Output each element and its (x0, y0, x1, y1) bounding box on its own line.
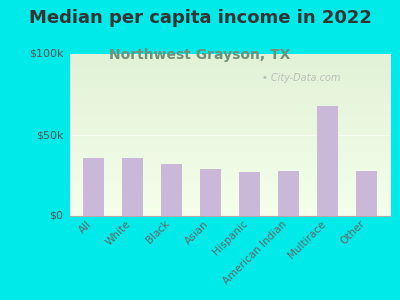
Bar (278, 171, 299, 216)
Bar (317, 106, 338, 216)
Bar (356, 171, 377, 216)
Text: • City-Data.com: • City-Data.com (262, 74, 340, 83)
Text: Northwest Grayson, TX: Northwest Grayson, TX (109, 48, 291, 62)
Text: $50k: $50k (36, 130, 64, 140)
Bar (200, 169, 221, 216)
Text: $0: $0 (50, 211, 64, 221)
Bar (122, 158, 143, 216)
Bar (239, 172, 260, 216)
Text: $100k: $100k (29, 49, 64, 59)
Bar (83, 158, 104, 216)
Text: Median per capita income in 2022: Median per capita income in 2022 (28, 9, 372, 27)
Bar (161, 164, 182, 216)
